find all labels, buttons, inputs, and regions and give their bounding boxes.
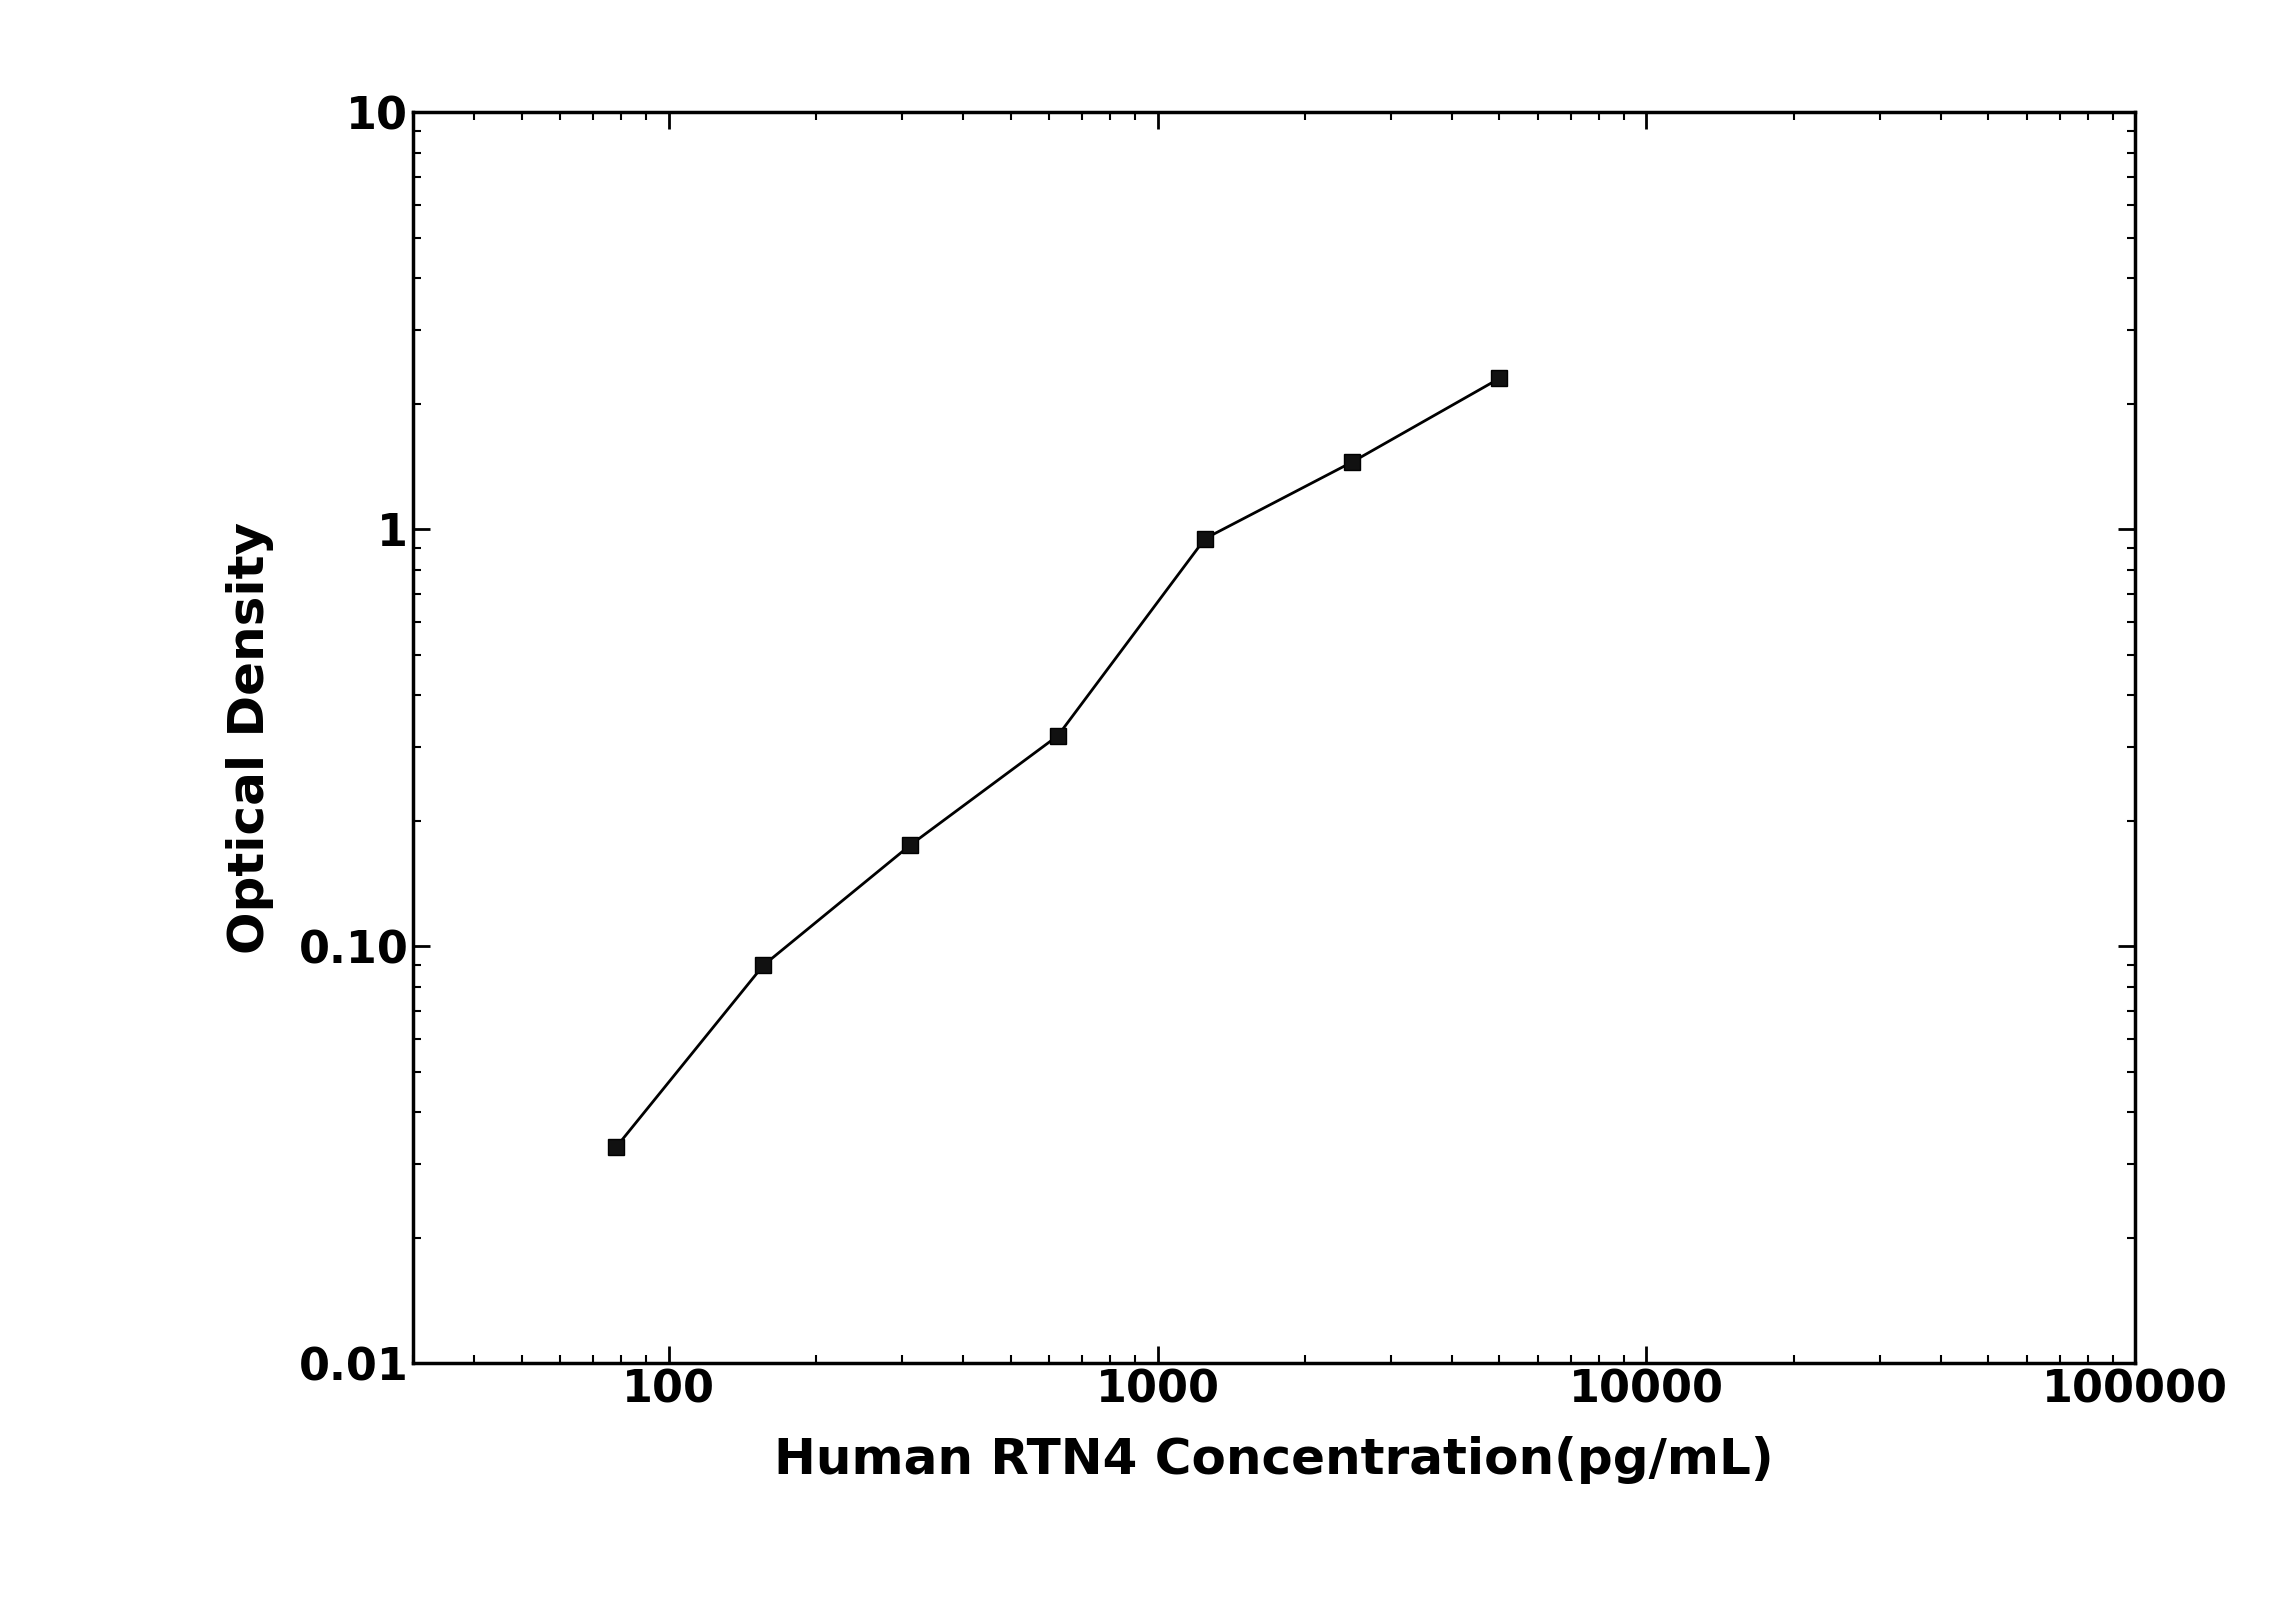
X-axis label: Human RTN4 Concentration(pg/mL): Human RTN4 Concentration(pg/mL)	[774, 1436, 1775, 1484]
Y-axis label: Optical Density: Optical Density	[225, 521, 273, 954]
